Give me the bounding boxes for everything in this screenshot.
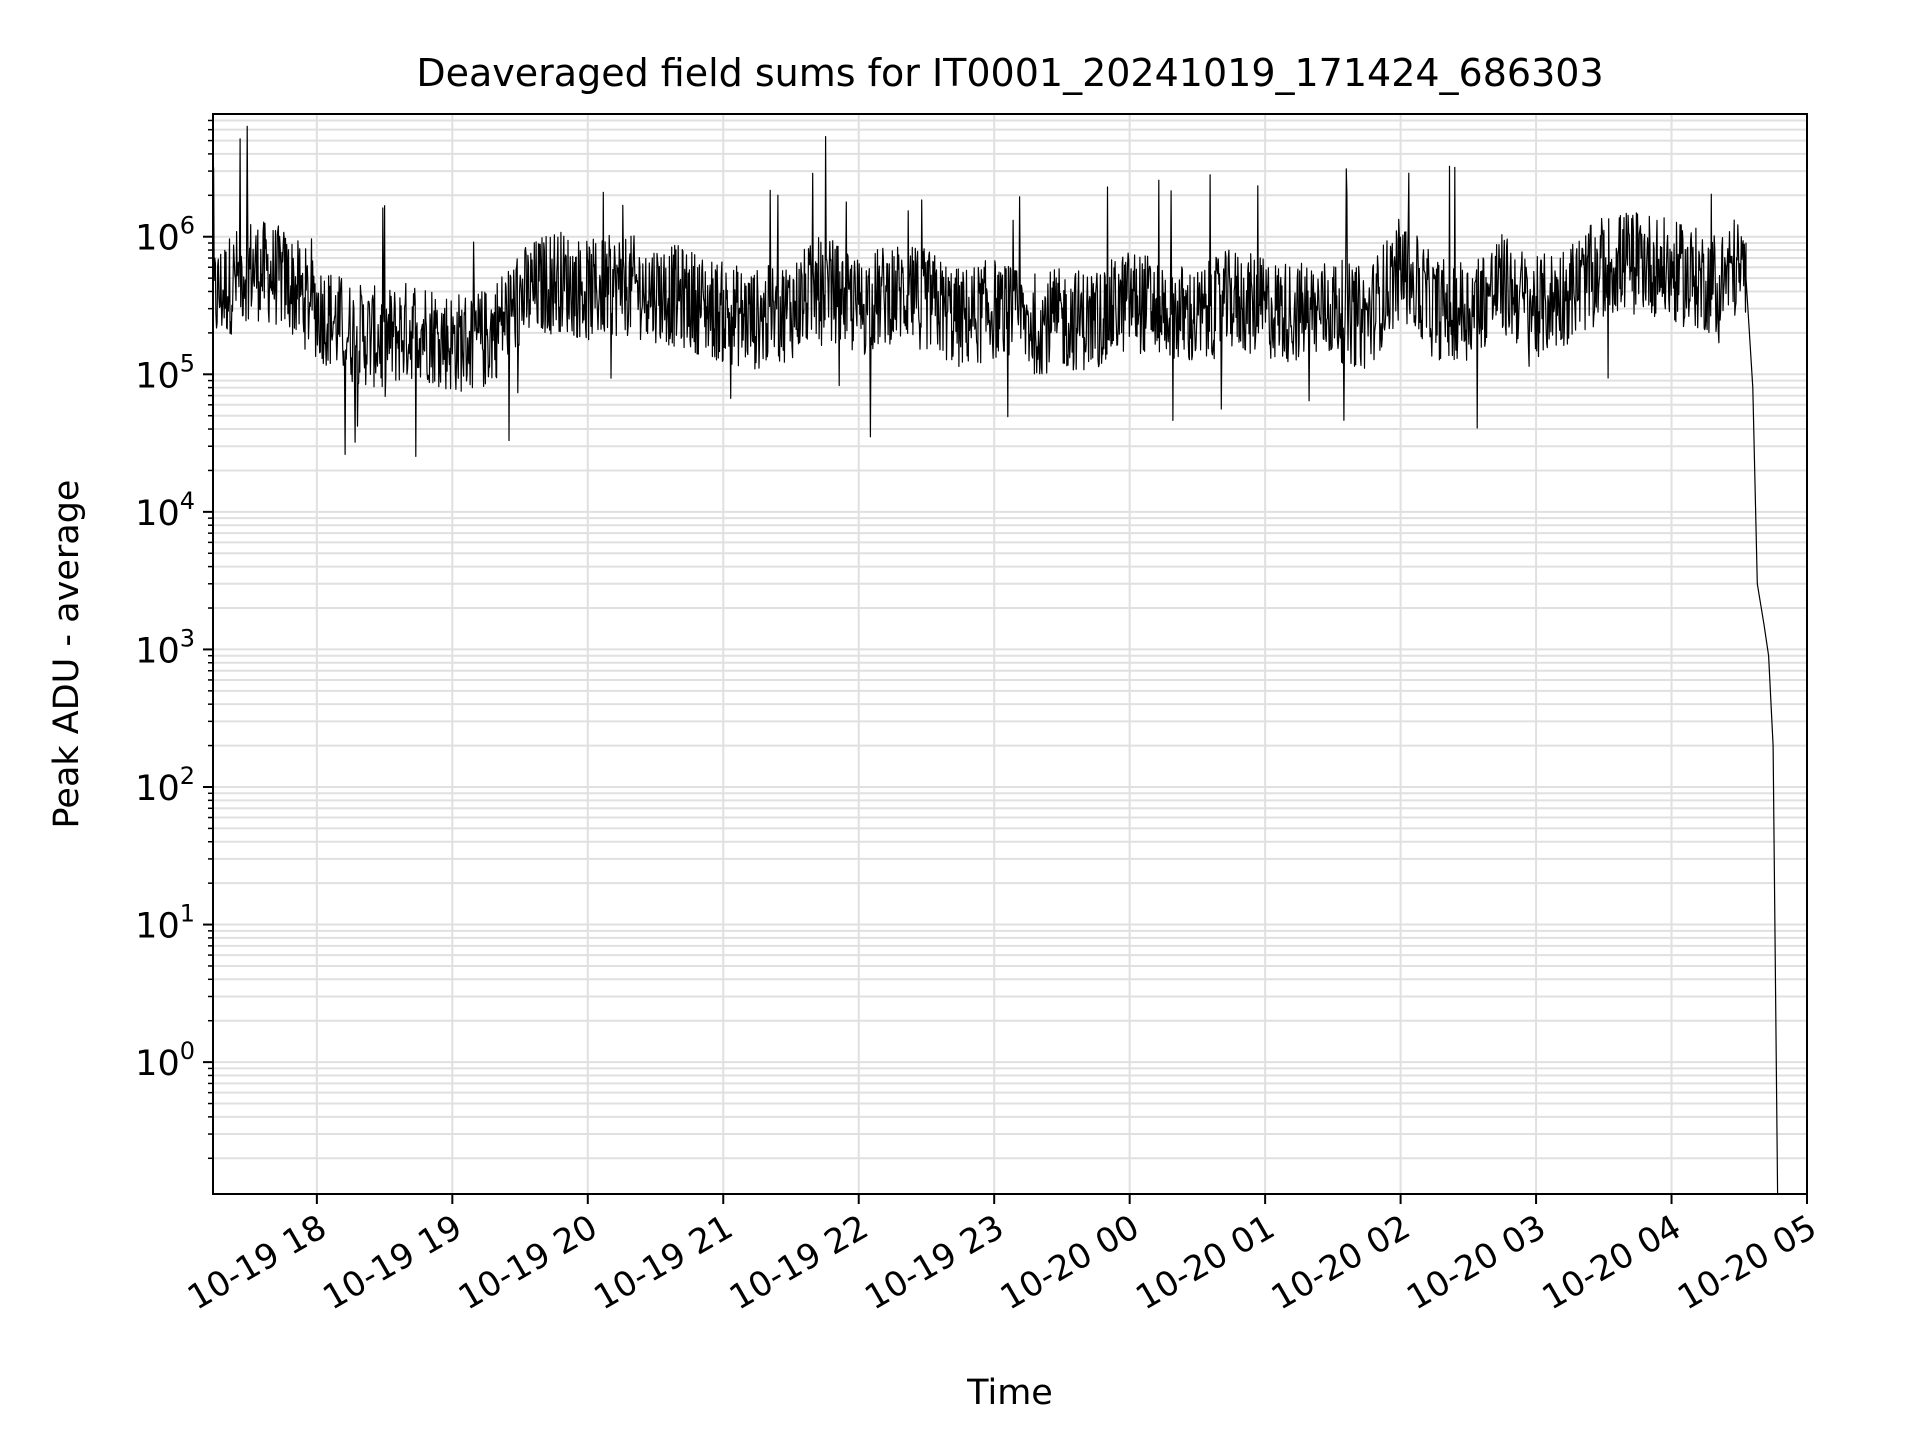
- grid: [213, 114, 1807, 1194]
- y-tick-label: 101: [135, 900, 195, 947]
- y-axis-label: Peak ADU - average: [47, 480, 87, 829]
- y-tick-label: 102: [135, 762, 195, 809]
- series-line: [212, 125, 1779, 1195]
- x-axis-label: Time: [966, 1373, 1053, 1413]
- plot-frame: [212, 113, 1808, 1195]
- y-tick-label: 100: [135, 1037, 195, 1084]
- y-tick-label: 106: [135, 212, 195, 259]
- chart-title: Deaveraged field sums for IT0001_2024101…: [416, 51, 1603, 95]
- y-tick-label: 105: [135, 349, 195, 396]
- y-tick-label: 104: [135, 487, 195, 534]
- series-line-layer: [212, 125, 1779, 1195]
- y-tick-label: 103: [135, 624, 195, 671]
